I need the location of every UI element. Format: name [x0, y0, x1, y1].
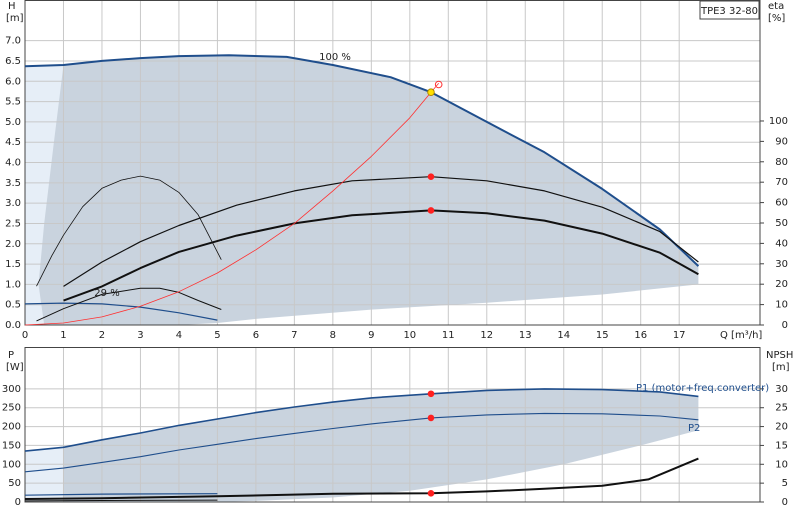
- y-tick-label: 150: [2, 440, 21, 451]
- y2-tick-label: 10: [775, 300, 788, 311]
- x-tick-label: 4: [176, 330, 182, 341]
- y2-axis-unit: [m]: [772, 362, 790, 373]
- y2-tick-label: 90: [775, 136, 788, 147]
- y2-tick-label: 100: [769, 116, 788, 127]
- chart-panel: 0 50 100 150 200 250 300 0 5 10 15 20 25 30 P1 (motor+…: [2, 347, 793, 508]
- x-tick-label: 1: [60, 330, 66, 341]
- y2-tick-label: 20: [775, 422, 788, 433]
- curve: [24, 388, 699, 452]
- x-tick-label: 15: [596, 330, 609, 341]
- y-tick-label: 1.0: [5, 279, 21, 290]
- y2-tick-label: 15: [775, 440, 788, 451]
- curve: [36, 287, 222, 322]
- operating-region: [25, 447, 64, 502]
- plot-frame: [24, 0, 761, 326]
- curve: [36, 175, 222, 287]
- y-tick-label: 0.5: [5, 300, 21, 311]
- y2-axis-label: NPSH: [766, 350, 793, 361]
- y-tick-label: 0.0: [5, 320, 21, 331]
- x-tick-label: 6: [253, 330, 259, 341]
- y-tick-label: 50: [8, 478, 21, 489]
- y-tick-label: 1.5: [5, 259, 21, 270]
- x-tick-label: 3: [137, 330, 143, 341]
- x-tick-label: 10: [403, 330, 416, 341]
- curve: [24, 457, 699, 500]
- y-tick-label: 5.5: [5, 97, 21, 108]
- x-tick-label: 14: [557, 330, 570, 341]
- x-tick-label: 12: [480, 330, 493, 341]
- y2-tick-label: 70: [775, 177, 788, 188]
- y-tick-label: 100: [2, 459, 21, 470]
- y2-tick-label: 30: [775, 384, 788, 395]
- duty-point: [427, 88, 435, 97]
- x-tick-label: 0: [22, 330, 28, 341]
- y-tick-label: 7.0: [5, 36, 21, 47]
- y-tick-label: 200: [2, 422, 21, 433]
- x-tick-label: 17: [673, 330, 686, 341]
- x-axis-label: Q [m³/h]: [720, 330, 762, 341]
- curve: [24, 499, 218, 502]
- duty-point: [434, 80, 443, 89]
- legend-text: TPE3 32-80: [700, 6, 758, 17]
- duty-point: [427, 414, 435, 422]
- y-tick-label: 3.0: [5, 198, 21, 209]
- y-axis-unit: [m]: [6, 13, 24, 24]
- y2-tick-label: 40: [775, 238, 788, 249]
- y-tick-label: 3.5: [5, 178, 21, 189]
- y-tick-label: 6.5: [5, 56, 21, 67]
- y-tick-label: 0: [15, 497, 21, 508]
- curve: [24, 83, 440, 326]
- y2-axis-unit: [%]: [768, 13, 785, 24]
- curve: [24, 302, 218, 321]
- y2-tick-label: 0: [782, 320, 788, 331]
- y-axis-label: P: [8, 350, 14, 361]
- duty-point: [427, 173, 435, 181]
- plot-frame: [24, 347, 761, 503]
- curve-label: 100 %: [319, 52, 351, 63]
- curve: [24, 493, 218, 496]
- duty-point: [427, 390, 435, 398]
- y-tick-label: 2.0: [5, 239, 21, 250]
- duty-point: [427, 490, 435, 497]
- curve-label: P2: [688, 423, 700, 434]
- y-tick-label: 4.5: [5, 137, 21, 148]
- chart-panel: 0 1 2 3 4 5 6 7 8 9 10 11 12 13 14 15 16 170.00.51.01.52.…: [5, 0, 788, 341]
- y-tick-label: 5.0: [5, 117, 21, 128]
- duty-point: [427, 207, 435, 214]
- y2-tick-label: 0: [782, 497, 788, 508]
- curve: [63, 209, 699, 302]
- y2-tick-label: 25: [775, 403, 788, 414]
- x-tick-label: 7: [291, 330, 297, 341]
- curve: [63, 176, 699, 287]
- y-tick-label: 2.5: [5, 218, 21, 229]
- y2-tick-label: 80: [775, 157, 788, 168]
- y2-tick-label: 50: [775, 218, 788, 229]
- y2-axis-label: eta: [768, 1, 784, 12]
- y2-tick-label: 10: [775, 459, 788, 470]
- y2-tick-label: 60: [775, 198, 788, 209]
- curve: [24, 412, 699, 473]
- x-tick-label: 9: [368, 330, 374, 341]
- y-tick-label: 4.0: [5, 158, 21, 169]
- y-axis-label: H: [8, 1, 16, 12]
- x-tick-label: 11: [442, 330, 455, 341]
- legend-box: [699, 0, 760, 20]
- y-tick-label: 6.0: [5, 76, 21, 87]
- y-tick-label: 300: [2, 384, 21, 395]
- x-tick-label: 2: [99, 330, 105, 341]
- y2-tick-label: 20: [775, 279, 788, 290]
- operating-region: [38, 55, 699, 326]
- x-tick-label: 8: [330, 330, 336, 341]
- y2-tick-label: 30: [775, 259, 788, 270]
- x-tick-label: 16: [634, 330, 647, 341]
- x-tick-label: 5: [214, 330, 220, 341]
- curve: [24, 54, 700, 267]
- y-tick-label: 250: [2, 403, 21, 414]
- y-axis-unit: [W]: [6, 362, 24, 373]
- y2-tick-label: 5: [782, 478, 788, 489]
- x-tick-label: 13: [519, 330, 532, 341]
- curve-label: P1 (motor+freq.converter): [636, 383, 769, 394]
